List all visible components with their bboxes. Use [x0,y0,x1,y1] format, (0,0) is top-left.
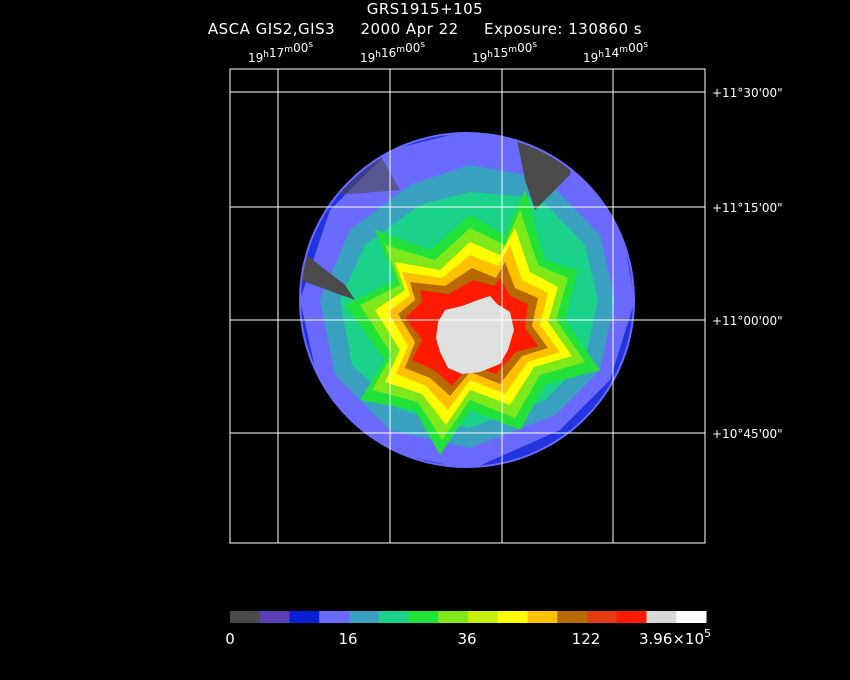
colorbar-swatch [587,611,618,623]
date-label: 2000 Apr 22 [360,20,459,38]
ra-tick-label: 19h16m00s [360,40,425,65]
ra-tick-label: 19h17m00s [248,40,313,65]
colorbar-swatch [378,611,409,623]
observation-subtitle: ASCA GIS2,GIS3 2000 Apr 22 Exposure: 130… [0,20,850,38]
colorbar-swatch [319,611,350,623]
colorbar-tick-label: 36 [457,630,476,648]
exposure-label: Exposure: 130860 s [483,20,643,38]
image-title: GRS1915+105 [366,0,484,18]
ra-axis-labels: 19h17m00s 19h16m00s 19h15m00s 19h14m00s [248,40,648,65]
colorbar-swatch [646,611,677,623]
colorbar-tick-label: 3.96×105 [639,627,711,648]
dec-tick-label: +11°00'00" [712,314,783,328]
colorbar-swatch [349,611,380,623]
colorbar-tick-label: 122 [572,630,601,648]
dec-tick-label: +11°15'00" [712,201,783,215]
colorbar-labels: 0 16 36 122 3.96×105 [225,627,711,648]
ra-tick-label: 19h14m00s [583,40,648,65]
dec-tick-label: +10°45'00" [712,427,783,441]
colorbar-swatch [497,611,528,623]
colorbar-swatch [527,611,558,623]
colorbar-swatch [468,611,499,623]
colorbar-swatch [676,611,707,623]
coordinate-grid [229,68,706,544]
colorbar-swatch [616,611,647,623]
detector-field [300,133,634,467]
plot-frame [229,68,706,544]
colorbar-swatch [408,611,439,623]
dec-tick-label: +11°30'00" [712,86,783,100]
dec-axis-labels: +11°30'00" +11°15'00" +11°00'00" +10°45'00" [712,86,783,441]
ra-tick-label: 19h15m00s [472,40,537,65]
fov-rim [299,132,635,468]
colorbar-swatch [557,611,588,623]
colorbar-tick-label: 0 [225,630,235,648]
instrument-label: ASCA GIS2,GIS3 [207,20,336,38]
colorbar-swatch [289,611,320,623]
colorbar-swatch [230,611,261,623]
colorbar-tick-label: 16 [338,630,357,648]
colorbar-swatch [259,611,290,623]
colorbar [230,611,707,623]
colorbar-swatch [438,611,469,623]
